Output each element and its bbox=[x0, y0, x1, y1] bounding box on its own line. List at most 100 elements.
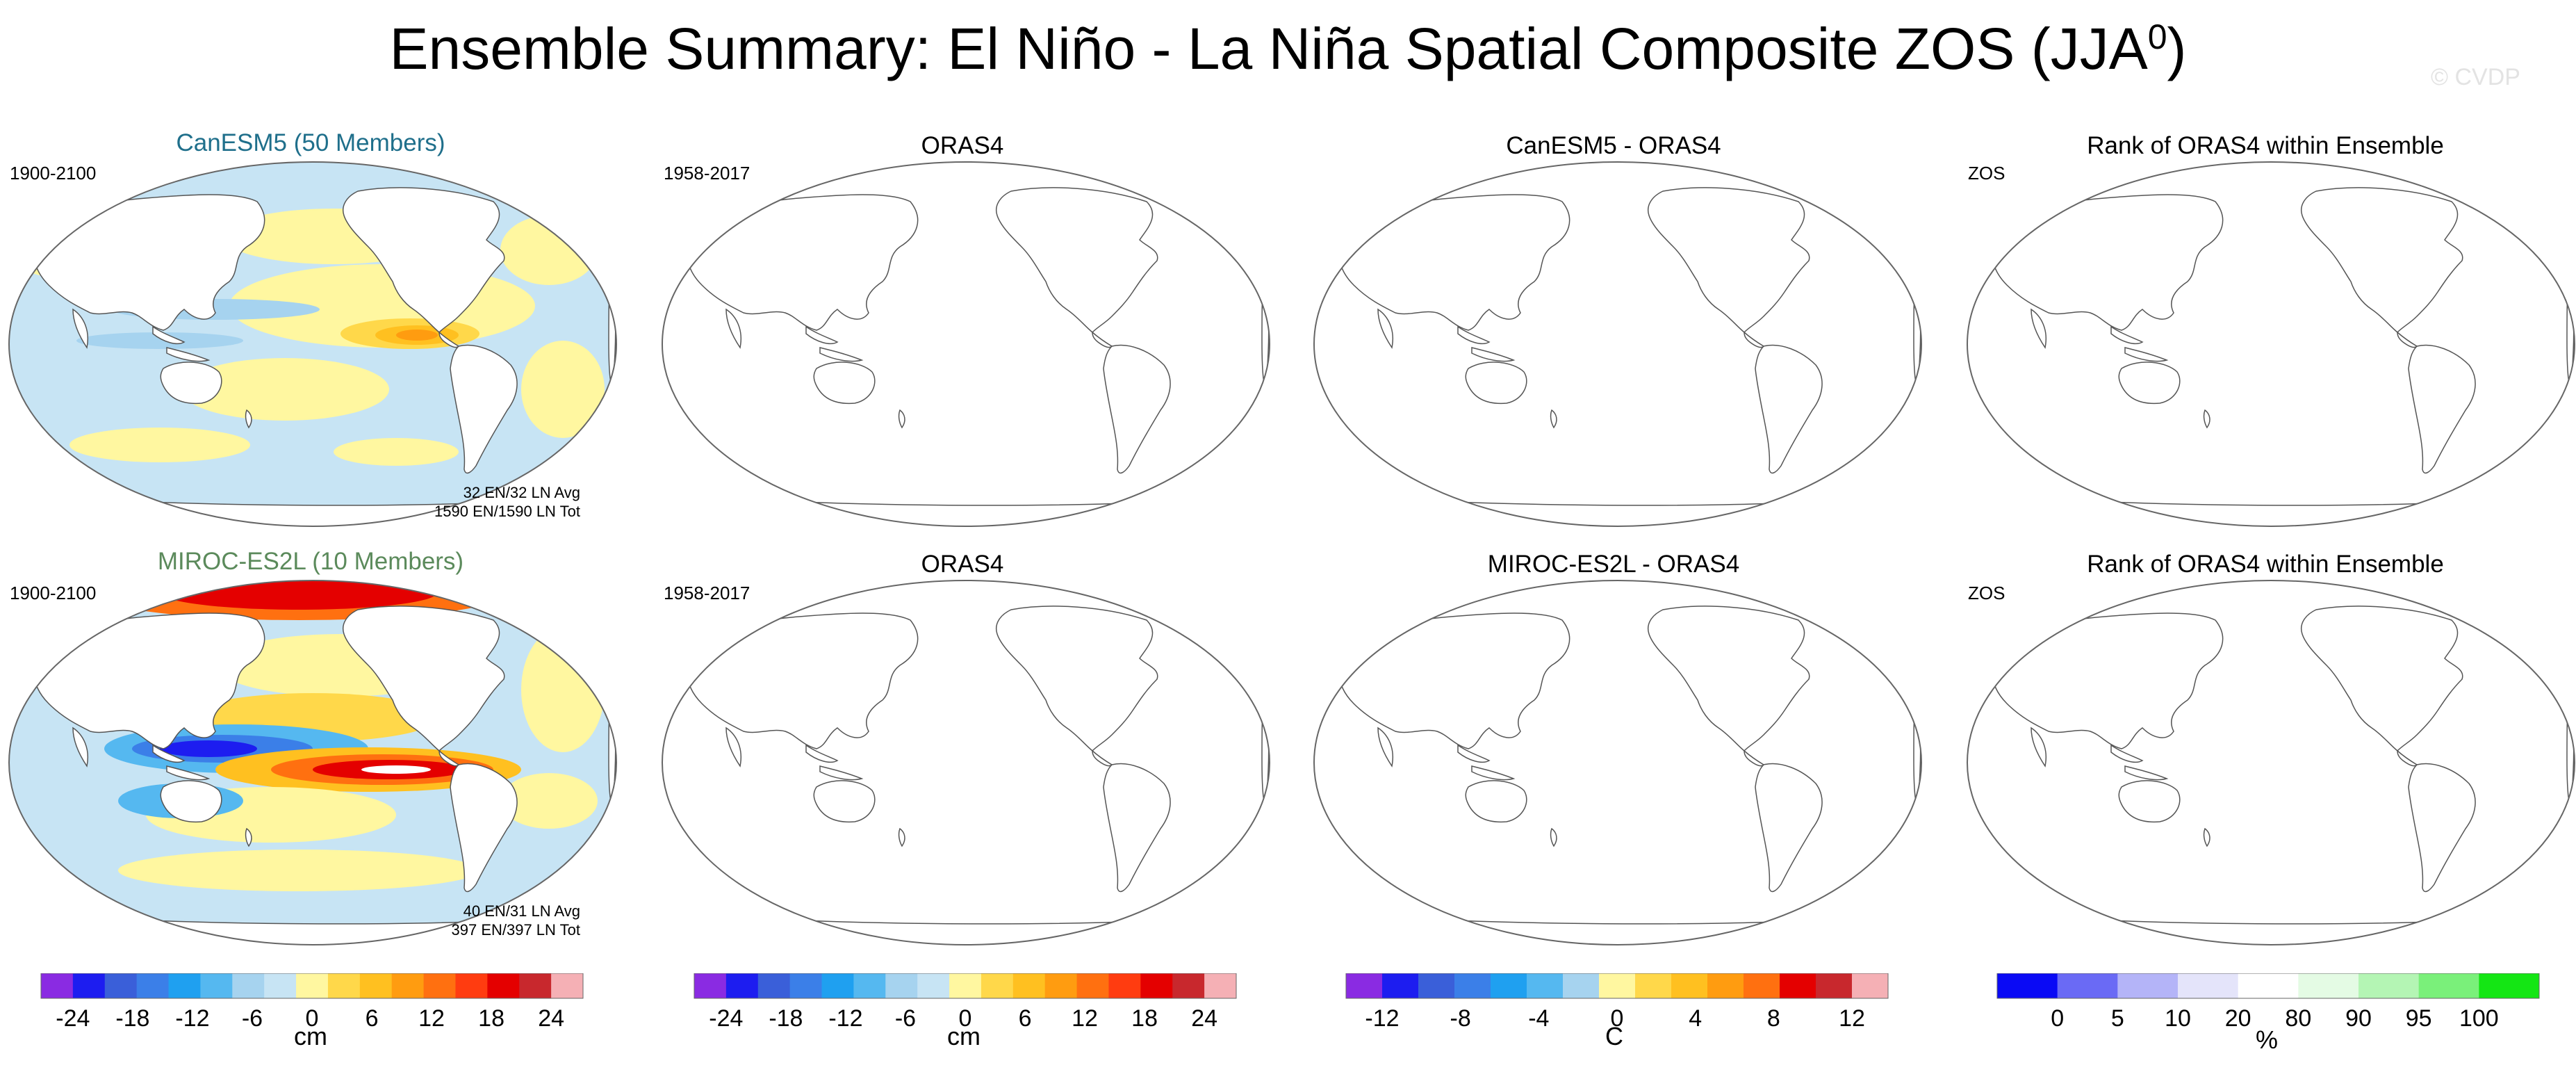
colorbar-composite-oras4: -24 -18 -12 -6 0 6 12 18 24 bbox=[694, 973, 1237, 1032]
stats-miroc: 40 EN/31 LN Avg 397 EN/397 LN Tot bbox=[389, 902, 581, 939]
colorbar-swatch bbox=[949, 973, 982, 998]
var-rank-row2: ZOS bbox=[1968, 583, 2005, 603]
panel-title-oras4-row1: ORAS4 bbox=[921, 132, 1004, 159]
panel-title-canesm5: CanESM5 (50 Members) bbox=[176, 129, 445, 156]
colorbar-tick-label: -12 bbox=[828, 1005, 862, 1032]
colorbar-swatch bbox=[1204, 973, 1237, 998]
stats-avg: 32 EN/32 LN Avg bbox=[463, 484, 580, 501]
stats-avg: 40 EN/31 LN Avg bbox=[463, 902, 580, 920]
colorbar-swatch bbox=[725, 973, 759, 998]
colorbar-tick-label: 12 bbox=[1839, 1005, 1865, 1032]
colorbar-outline bbox=[1345, 973, 1889, 999]
colorbar-swatch bbox=[2418, 973, 2479, 998]
colorbar-tick-label: -4 bbox=[1528, 1005, 1549, 1032]
colorbar-swatch bbox=[2117, 973, 2179, 998]
colorbar-composite-canesm5: -24 -18 -12 -6 0 6 12 18 24 bbox=[40, 973, 584, 1032]
colorbar-tick-label: 100 bbox=[2459, 1005, 2499, 1032]
colorbar-swatch bbox=[2238, 973, 2299, 998]
colorbar-outline bbox=[1996, 973, 2540, 999]
colorbar-swatch bbox=[1491, 973, 1527, 998]
figure-title: Ensemble Summary: El Niño - La Niña Spat… bbox=[389, 16, 2187, 81]
colorbar-swatch bbox=[296, 973, 329, 998]
colorbar-tick-label: 6 bbox=[1019, 1005, 1032, 1032]
colorbar-swatch bbox=[423, 973, 456, 998]
period-oras4-row2: 1958-2017 bbox=[664, 583, 750, 603]
colorbar-swatch bbox=[1382, 973, 1419, 998]
colorbar-swatch bbox=[1816, 973, 1853, 998]
colorbar-tick-label: 20 bbox=[2225, 1005, 2251, 1032]
panel-title-rank-row1: Rank of ORAS4 within Ensemble bbox=[2087, 132, 2444, 159]
colorbar-tick-label: 10 bbox=[2165, 1005, 2191, 1032]
colorbar-swatch bbox=[2479, 973, 2540, 998]
colorbar-swatch bbox=[359, 973, 393, 998]
panel-title-oras4-row2: ORAS4 bbox=[921, 551, 1004, 578]
colorbar-swatch bbox=[1454, 973, 1491, 998]
colorbar-tick-label: 0 bbox=[959, 1005, 972, 1032]
period-miroc: 1900-2100 bbox=[10, 583, 97, 603]
colorbar-swatch bbox=[1671, 973, 1708, 998]
colorbar-swatch bbox=[1744, 973, 1780, 998]
colorbar-tick-label: 5 bbox=[2111, 1005, 2124, 1032]
colorbar-swatch bbox=[1780, 973, 1816, 998]
map-oras4-row2 bbox=[662, 580, 1270, 945]
colorbar-swatch bbox=[391, 973, 425, 998]
panel-title-miroc: MIROC-ES2L (10 Members) bbox=[157, 548, 464, 575]
stats-tot: 1590 EN/1590 LN Tot bbox=[434, 503, 580, 520]
colorbar-swatch bbox=[694, 973, 727, 998]
colorbar-tick-label: 95 bbox=[2406, 1005, 2432, 1032]
colorbar-swatch bbox=[885, 973, 918, 998]
colorbar-tick-label: -24 bbox=[56, 1005, 90, 1032]
colorbar-tick-label: 12 bbox=[1072, 1005, 1098, 1032]
stats-canesm5: 32 EN/32 LN Avg 1590 EN/1590 LN Tot bbox=[389, 483, 580, 521]
colorbar-tick-label: 18 bbox=[1131, 1005, 1158, 1032]
colorbar-swatch bbox=[1599, 973, 1636, 998]
colorbar-swatch bbox=[455, 973, 488, 998]
colorbar-swatch bbox=[1527, 973, 1564, 998]
colorbar-outline bbox=[694, 973, 1237, 999]
colorbar-swatch bbox=[72, 973, 106, 998]
colorbar-swatch bbox=[981, 973, 1014, 998]
colorbar-unit-3: C bbox=[1605, 1022, 1623, 1050]
colorbar-swatch bbox=[2298, 973, 2359, 998]
colorbar-swatch bbox=[200, 973, 233, 998]
colorbar-tick-label: 8 bbox=[1767, 1005, 1780, 1032]
colorbar-tick-label: -12 bbox=[175, 1005, 209, 1032]
colorbar-tick-label: 24 bbox=[538, 1005, 564, 1032]
colorbar-swatch bbox=[1044, 973, 1078, 998]
colorbar-tick-label: -6 bbox=[242, 1005, 263, 1032]
colorbar-swatch bbox=[327, 973, 361, 998]
colorbar-swatch bbox=[1172, 973, 1205, 998]
colorbar-swatch bbox=[1076, 973, 1109, 998]
colorbar-swatch bbox=[1418, 973, 1455, 998]
colorbar-swatch bbox=[264, 973, 297, 998]
colorbar-unit-1: cm bbox=[294, 1022, 327, 1050]
colorbar-swatch bbox=[1012, 973, 1046, 998]
colorbar-tick-label: 90 bbox=[2345, 1005, 2372, 1032]
map-rank-row2 bbox=[1967, 580, 2575, 945]
colorbar-swatch bbox=[2057, 973, 2118, 998]
colorbar-rank: 0 5 10 20 80 90 95 100 bbox=[1996, 973, 2540, 1032]
map-diff-row1 bbox=[1313, 161, 1922, 527]
colorbar-tick-label: 0 bbox=[2051, 1005, 2064, 1032]
colorbar-swatch bbox=[551, 973, 584, 998]
map-miroc bbox=[8, 580, 617, 945]
colorbar-swatch bbox=[1635, 973, 1672, 998]
colorbar-swatch bbox=[1140, 973, 1173, 998]
colorbar-tick-label: 24 bbox=[1191, 1005, 1217, 1032]
colorbar-tick-label: 80 bbox=[2285, 1005, 2311, 1032]
colorbar-unit-2: cm bbox=[947, 1022, 981, 1050]
colorbar-tick-label: -6 bbox=[895, 1005, 916, 1032]
colorbar-swatch bbox=[519, 973, 552, 998]
colorbar-swatch bbox=[1346, 973, 1383, 998]
colorbar-swatch bbox=[1997, 973, 2058, 998]
colorbar-swatch bbox=[1108, 973, 1141, 998]
colorbar-swatch bbox=[821, 973, 854, 998]
colorbar-tick-label: 0 bbox=[306, 1005, 319, 1032]
watermark: © CVDP bbox=[2431, 64, 2520, 90]
colorbar-tick-label: 12 bbox=[418, 1005, 445, 1032]
colorbar-swatch bbox=[2358, 973, 2420, 998]
map-oras4-row1 bbox=[662, 161, 1270, 527]
panel-title-diff-row2: MIROC-ES2L - ORAS4 bbox=[1487, 551, 1740, 578]
colorbar-outline bbox=[40, 973, 584, 999]
colorbar-swatch bbox=[487, 973, 520, 998]
